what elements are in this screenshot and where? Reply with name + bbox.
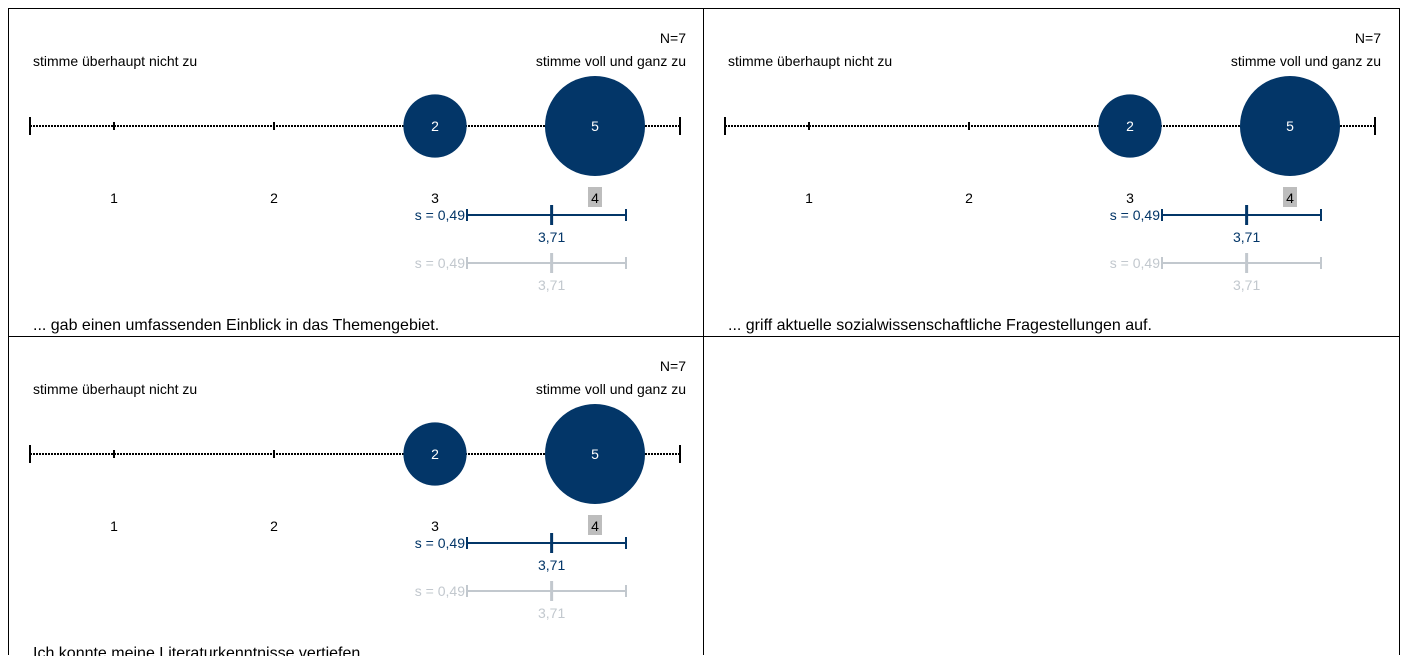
scale-chart: N=7 stimme überhaupt nicht zu stimme voll … [29, 358, 686, 656]
scale-chart: N=7 stimme überhaupt nicht zu stimme voll … [29, 30, 686, 334]
bubble-count: 2 [431, 446, 439, 462]
question-panel-1: N=7 stimme überhaupt nicht zu stimme voll … [8, 8, 704, 336]
n-label: N=7 [1355, 30, 1381, 46]
question-text: ... gab einen umfassenden Einblick in da… [33, 317, 439, 334]
n-label: N=7 [660, 358, 686, 374]
response-bubble [545, 404, 645, 504]
category-label: 4 [591, 190, 599, 206]
bubble-count: 5 [591, 118, 599, 134]
course-sd-label: s = 0,49 [415, 535, 465, 551]
reference-mean-label: 3,71 [538, 605, 565, 621]
reference-sd-label: s = 0,49 [415, 583, 465, 599]
empty-panel [704, 336, 1400, 655]
category-label: 3 [431, 518, 439, 534]
bubble-count: 5 [591, 446, 599, 462]
left-anchor-label: stimme überhaupt nicht zu [33, 381, 197, 397]
left-anchor-label: stimme überhaupt nicht zu [728, 53, 892, 69]
bubble-count: 2 [1126, 118, 1134, 134]
right-anchor-label: stimme voll und ganz zu [536, 53, 686, 69]
response-bubble [403, 422, 467, 486]
course-mean-label: 3,71 [538, 557, 565, 573]
category-label: 2 [965, 190, 973, 206]
category-label: 4 [1286, 190, 1294, 206]
question-text: ... griff aktuelle sozialwissenschaftlic… [728, 317, 1152, 334]
question-panel-2: N=7 stimme überhaupt nicht zu stimme voll … [704, 8, 1400, 336]
category-label: 1 [110, 518, 118, 534]
category-label: 2 [270, 518, 278, 534]
highlight-box [1283, 187, 1297, 207]
reference-mean-label: 3,71 [538, 277, 565, 293]
category-label: 3 [1126, 190, 1134, 206]
category-label: 3 [431, 190, 439, 206]
response-bubble [1098, 94, 1162, 158]
right-anchor-label: stimme voll und ganz zu [536, 381, 686, 397]
course-mean-label: 3,71 [538, 229, 565, 245]
reference-sd-label: s = 0,49 [415, 255, 465, 271]
reference-sd-label: s = 0,49 [1110, 255, 1160, 271]
right-anchor-label: stimme voll und ganz zu [1231, 53, 1381, 69]
category-label: 4 [591, 518, 599, 534]
category-label: 1 [110, 190, 118, 206]
category-label: 2 [270, 190, 278, 206]
question-text: Ich konnte meine Literaturkenntnisse ver… [33, 645, 365, 656]
highlight-box [588, 187, 602, 207]
question-panel-3: N=7 stimme überhaupt nicht zu stimme voll … [8, 336, 704, 656]
highlight-box [588, 515, 602, 535]
reference-mean-label: 3,71 [1233, 277, 1260, 293]
course-mean-label: 3,71 [1233, 229, 1260, 245]
n-label: N=7 [660, 30, 686, 46]
bubble-count: 5 [1286, 118, 1294, 134]
bubble-count: 2 [431, 118, 439, 134]
left-anchor-label: stimme überhaupt nicht zu [33, 53, 197, 69]
response-bubble [1240, 76, 1340, 176]
category-label: 1 [805, 190, 813, 206]
course-sd-label: s = 0,49 [415, 207, 465, 223]
course-sd-label: s = 0,49 [1110, 207, 1160, 223]
response-bubble [545, 76, 645, 176]
response-bubble [403, 94, 467, 158]
scale-chart: N=7 stimme überhaupt nicht zu stimme voll … [724, 30, 1381, 334]
